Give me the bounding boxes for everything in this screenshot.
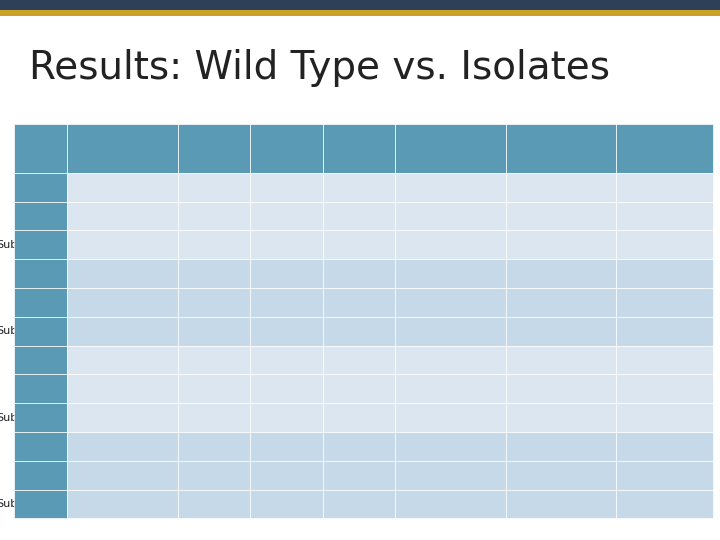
Text: 1/5: 1/5: [350, 384, 368, 394]
Text: Insertion: Insertion: [15, 182, 64, 192]
Text: 1/1: 1/1: [441, 441, 459, 451]
Text: Results: Wild Type vs. Isolates: Results: Wild Type vs. Isolates: [29, 49, 610, 86]
Text: 1/5: 1/5: [350, 413, 368, 423]
Text: NY (1): NY (1): [269, 144, 305, 153]
Text: PregGuard
(1): PregGuard (1): [530, 138, 593, 159]
Text: Substitution: Substitution: [0, 499, 64, 509]
Text: Substitution: Substitution: [0, 413, 64, 423]
Text: gE: gE: [33, 384, 49, 394]
Text: 5/5: 5/5: [350, 240, 368, 250]
Text: 2/2: 2/2: [350, 499, 368, 509]
Text: 5/5: 5/5: [114, 326, 132, 336]
Text: 26/26: 26/26: [107, 441, 139, 451]
Text: 1/1: 1/1: [552, 441, 570, 451]
Text: Total
(37): Total (37): [650, 138, 679, 159]
Text: 1/1: 1/1: [278, 182, 295, 192]
Text: 34/34: 34/34: [647, 470, 682, 480]
Text: 1/1: 1/1: [552, 182, 570, 192]
Text: 6/11: 6/11: [651, 298, 678, 307]
Text: 3/3: 3/3: [205, 182, 223, 192]
Text: Insertion: Insertion: [15, 268, 64, 279]
Text: Insertion: Insertion: [15, 355, 64, 365]
Text: Substitution: Substitution: [0, 326, 64, 336]
Text: 3/3: 3/3: [205, 441, 223, 451]
Text: 1/1: 1/1: [441, 268, 459, 279]
Text: 4/22: 4/22: [110, 413, 135, 423]
Text: Substitution: Substitution: [0, 240, 64, 250]
Text: 2/5: 2/5: [114, 298, 132, 307]
Text: 4/24: 4/24: [110, 240, 135, 250]
Text: 1/5: 1/5: [350, 355, 368, 365]
Text: Insertion: Insertion: [15, 441, 64, 451]
Text: 2/26: 2/26: [110, 470, 135, 480]
Text: 1/5: 1/5: [350, 211, 368, 221]
Text: 24/24: 24/24: [107, 182, 139, 192]
Text: Deletion: Deletion: [17, 298, 64, 307]
Text: Deletion: Deletion: [17, 211, 64, 221]
Text: 1/1: 1/1: [441, 182, 459, 192]
Text: TK
R1: TK R1: [33, 205, 49, 227]
Text: Bovine
Shield (1): Bovine Shield (1): [422, 138, 479, 159]
Text: 5/5: 5/5: [350, 182, 368, 192]
Text: Deletion: Deletion: [17, 470, 64, 480]
Text: 35/35: 35/35: [647, 211, 682, 221]
Text: 2/2: 2/2: [350, 441, 368, 451]
Text: 5/31: 5/31: [651, 384, 678, 394]
Text: CA
(5): CA (5): [351, 138, 367, 159]
Text: 1/1: 1/1: [441, 326, 459, 336]
Text: Deletion: Deletion: [17, 384, 64, 394]
Text: TX
(26): TX (26): [111, 138, 135, 159]
Text: gG: gG: [32, 470, 50, 480]
Text: WY
(3): WY (3): [205, 138, 224, 159]
Text: TK
R2: TK R2: [33, 292, 49, 313]
Text: 1/1: 1/1: [278, 441, 295, 451]
